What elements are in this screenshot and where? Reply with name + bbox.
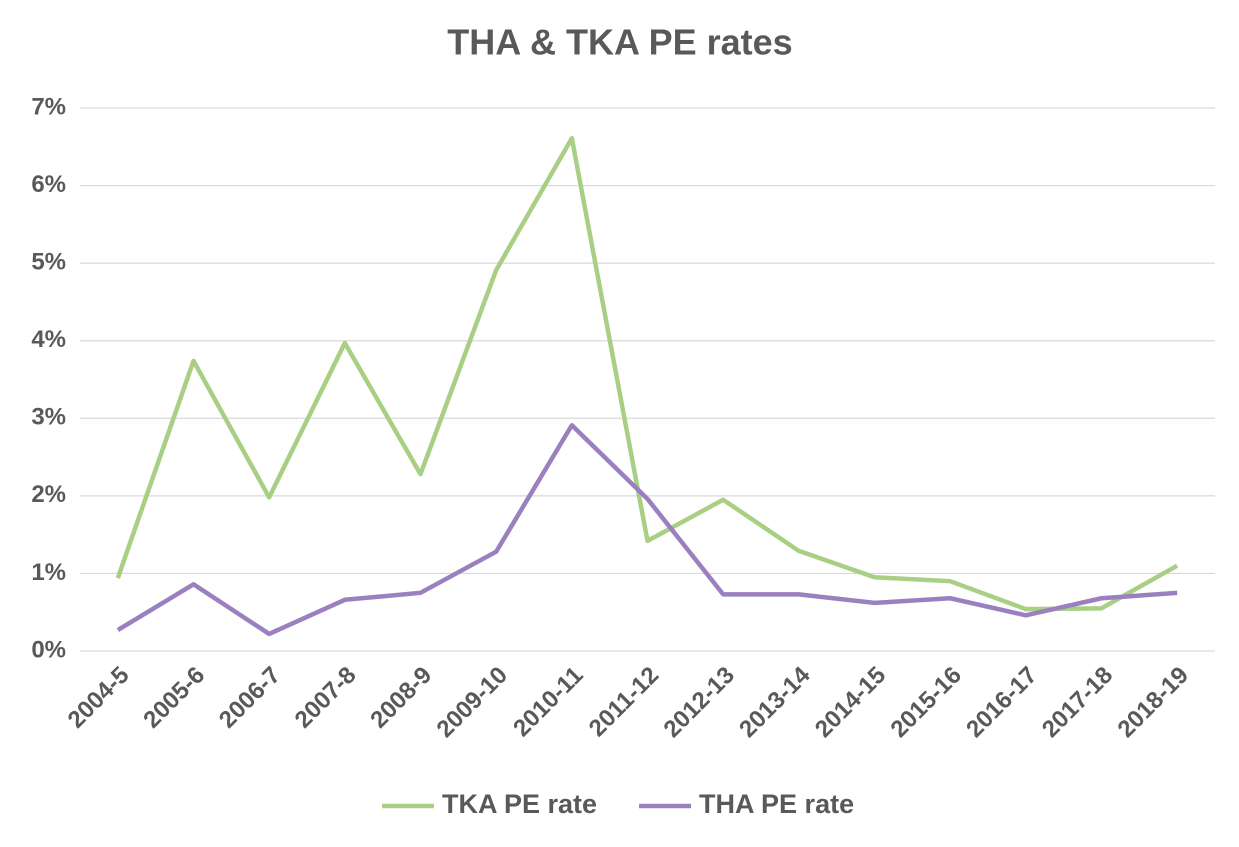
x-tick-label: 2017-18	[1037, 662, 1118, 743]
x-tick-label: 2004-5	[63, 662, 135, 734]
x-tick-label: 2006-7	[214, 662, 286, 734]
y-tick-label: 7%	[31, 93, 66, 120]
legend-label: TKA PE rate	[442, 789, 597, 819]
legend-label: THA PE rate	[699, 789, 854, 819]
y-tick-label: 0%	[31, 636, 66, 663]
y-tick-label: 5%	[31, 248, 66, 275]
x-tick-label: 2005-6	[138, 662, 210, 734]
x-tick-label: 2015-16	[886, 662, 967, 743]
y-tick-label: 1%	[31, 559, 66, 586]
x-tick-label: 2008-9	[365, 662, 437, 734]
y-tick-label: 4%	[31, 326, 66, 353]
x-tick-label: 2010-11	[508, 662, 588, 742]
x-tick-label: 2012-13	[659, 662, 740, 743]
y-tick-label: 2%	[31, 481, 66, 508]
x-tick-label: 2011-12	[584, 662, 664, 742]
y-tick-label: 6%	[31, 171, 66, 198]
y-tick-label: 3%	[31, 404, 66, 431]
x-tick-label: 2007-8	[290, 662, 362, 734]
x-tick-label: 2016-17	[961, 662, 1042, 743]
chart-title: THA & TKA PE rates	[447, 22, 792, 63]
series-line	[115, 136, 1179, 612]
x-tick-label: 2018-19	[1113, 662, 1194, 743]
series-line	[116, 423, 1178, 637]
x-tick-label: 2009-10	[432, 662, 513, 743]
x-tick-label: 2013-14	[734, 661, 816, 743]
x-tick-label: 2014-15	[810, 662, 891, 743]
